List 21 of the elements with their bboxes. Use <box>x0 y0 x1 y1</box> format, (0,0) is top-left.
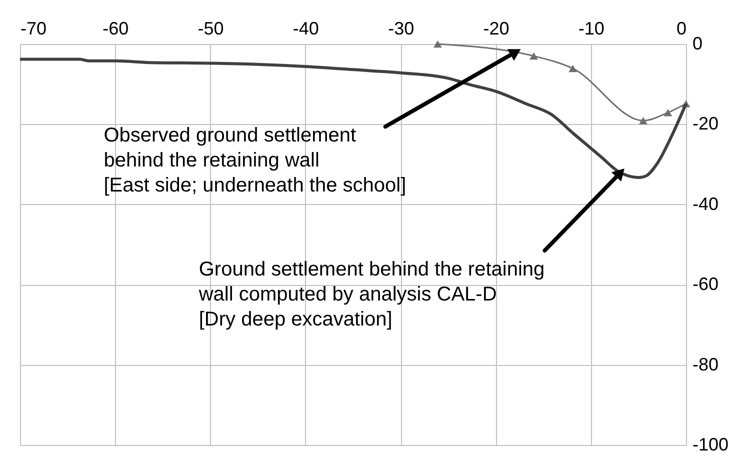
point <box>639 116 648 124</box>
y-tick-label: 0 <box>692 34 703 54</box>
annotation: Ground settlement behind the retaining wall computed by analysis CAL-D [Dry deep excavation] <box>198 258 545 330</box>
y-tick-label: -80 <box>692 354 719 374</box>
point <box>433 40 442 48</box>
x-tick-label: -30 <box>388 18 414 38</box>
point <box>664 108 672 116</box>
point <box>568 64 577 72</box>
x-tick-label: -70 <box>20 18 47 38</box>
x-tick-label: -40 <box>292 18 319 38</box>
y-tick-label: -40 <box>692 194 719 214</box>
x-tick-label: -20 <box>483 18 510 38</box>
x-tick-label: 0 <box>676 18 686 38</box>
x-tick-label: -50 <box>198 18 224 38</box>
x-tick-label: -60 <box>102 18 129 38</box>
y-tick-label: -100 <box>692 434 729 454</box>
y-tick-label: -60 <box>692 274 719 294</box>
annotation: Observed ground settlement behind the retaining wall [East side; underneath the school] <box>104 124 406 196</box>
x-tick-label: -10 <box>578 18 604 38</box>
y-tick-label: -20 <box>692 114 719 134</box>
point <box>530 52 538 60</box>
